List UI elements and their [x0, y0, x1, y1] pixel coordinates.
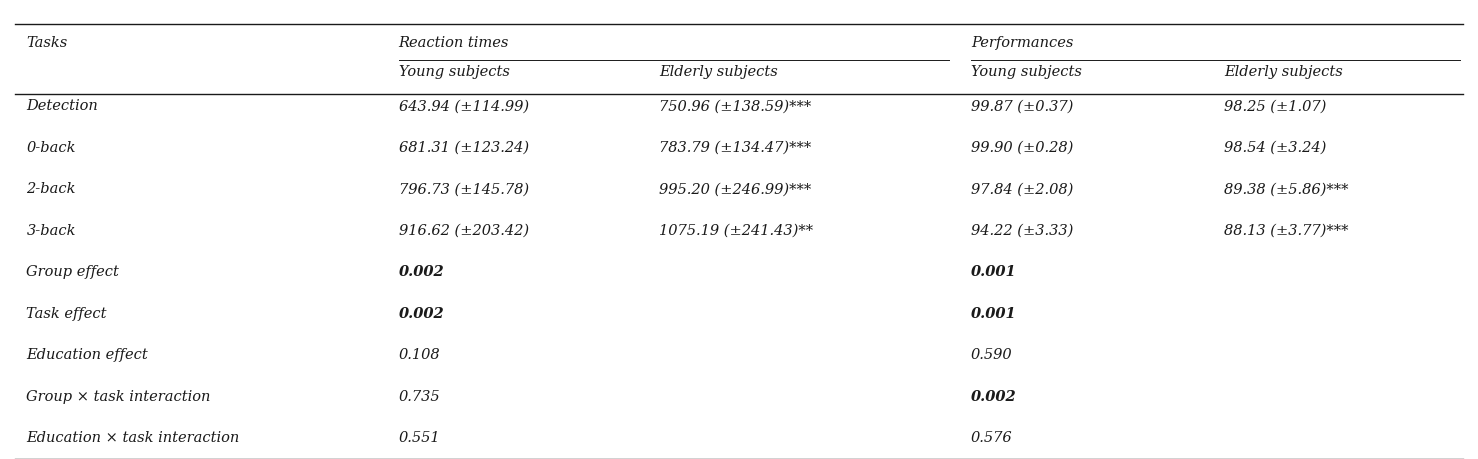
Text: Tasks: Tasks	[27, 36, 68, 50]
Text: 995.20 (±246.99)***: 995.20 (±246.99)***	[659, 182, 811, 196]
Text: 98.54 (±3.24): 98.54 (±3.24)	[1224, 140, 1327, 154]
Text: 97.84 (±2.08): 97.84 (±2.08)	[971, 182, 1073, 196]
Text: 0.590: 0.590	[971, 347, 1012, 361]
Text: 89.38 (±5.86)***: 89.38 (±5.86)***	[1224, 182, 1349, 196]
Text: Detection: Detection	[27, 99, 98, 113]
Text: 643.94 (±114.99): 643.94 (±114.99)	[399, 99, 529, 113]
Text: 88.13 (±3.77)***: 88.13 (±3.77)***	[1224, 223, 1349, 237]
Text: 0.551: 0.551	[399, 430, 440, 444]
Text: 0.001: 0.001	[971, 264, 1017, 279]
Text: Group effect: Group effect	[27, 264, 120, 279]
Text: 750.96 (±138.59)***: 750.96 (±138.59)***	[659, 99, 811, 113]
Text: Task effect: Task effect	[27, 306, 106, 320]
Text: 783.79 (±134.47)***: 783.79 (±134.47)***	[659, 140, 811, 154]
Text: 0.001: 0.001	[971, 306, 1017, 320]
Text: 99.90 (±0.28): 99.90 (±0.28)	[971, 140, 1073, 154]
Text: Education effect: Education effect	[27, 347, 148, 361]
Text: 0-back: 0-back	[27, 140, 75, 154]
Text: 0.576: 0.576	[971, 430, 1012, 444]
Text: 3-back: 3-back	[27, 223, 75, 237]
Text: 0.002: 0.002	[399, 306, 445, 320]
Text: 916.62 (±203.42): 916.62 (±203.42)	[399, 223, 529, 237]
Text: Education × task interaction: Education × task interaction	[27, 430, 239, 444]
Text: Performances: Performances	[971, 36, 1073, 50]
Text: 98.25 (±1.07): 98.25 (±1.07)	[1224, 99, 1327, 113]
Text: Group × task interaction: Group × task interaction	[27, 389, 211, 403]
Text: 2-back: 2-back	[27, 182, 75, 196]
Text: 0.735: 0.735	[399, 389, 440, 403]
Text: 94.22 (±3.33): 94.22 (±3.33)	[971, 223, 1073, 237]
Text: 681.31 (±123.24): 681.31 (±123.24)	[399, 140, 529, 154]
Text: 0.002: 0.002	[399, 264, 445, 279]
Text: 0.002: 0.002	[971, 389, 1017, 403]
Text: Young subjects: Young subjects	[399, 65, 510, 79]
Text: Elderly subjects: Elderly subjects	[659, 65, 777, 79]
Text: Elderly subjects: Elderly subjects	[1224, 65, 1344, 79]
Text: 99.87 (±0.37): 99.87 (±0.37)	[971, 99, 1073, 113]
Text: Reaction times: Reaction times	[399, 36, 508, 50]
Text: Young subjects: Young subjects	[971, 65, 1082, 79]
Text: 0.108: 0.108	[399, 347, 440, 361]
Text: 1075.19 (±241.43)**: 1075.19 (±241.43)**	[659, 223, 813, 237]
Text: 796.73 (±145.78): 796.73 (±145.78)	[399, 182, 529, 196]
